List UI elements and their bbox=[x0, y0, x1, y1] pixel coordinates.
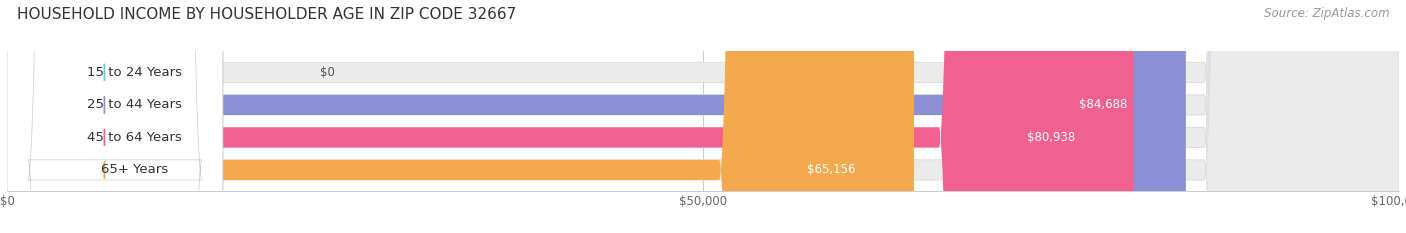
Text: 15 to 24 Years: 15 to 24 Years bbox=[87, 66, 181, 79]
FancyBboxPatch shape bbox=[7, 0, 914, 233]
FancyBboxPatch shape bbox=[7, 0, 1399, 233]
Text: 25 to 44 Years: 25 to 44 Years bbox=[87, 98, 181, 111]
Text: $84,688: $84,688 bbox=[1078, 98, 1128, 111]
FancyBboxPatch shape bbox=[7, 0, 222, 233]
Text: 45 to 64 Years: 45 to 64 Years bbox=[87, 131, 181, 144]
FancyBboxPatch shape bbox=[7, 0, 1133, 233]
FancyBboxPatch shape bbox=[7, 0, 1185, 233]
Text: Source: ZipAtlas.com: Source: ZipAtlas.com bbox=[1264, 7, 1389, 20]
FancyBboxPatch shape bbox=[7, 0, 1399, 233]
Text: $80,938: $80,938 bbox=[1026, 131, 1076, 144]
Text: $65,156: $65,156 bbox=[807, 163, 855, 176]
Text: 65+ Years: 65+ Years bbox=[101, 163, 167, 176]
FancyBboxPatch shape bbox=[7, 0, 222, 233]
FancyBboxPatch shape bbox=[7, 0, 1399, 233]
FancyBboxPatch shape bbox=[7, 0, 1399, 233]
Text: HOUSEHOLD INCOME BY HOUSEHOLDER AGE IN ZIP CODE 32667: HOUSEHOLD INCOME BY HOUSEHOLDER AGE IN Z… bbox=[17, 7, 516, 22]
Text: $0: $0 bbox=[321, 66, 335, 79]
FancyBboxPatch shape bbox=[7, 0, 222, 233]
FancyBboxPatch shape bbox=[7, 0, 222, 233]
